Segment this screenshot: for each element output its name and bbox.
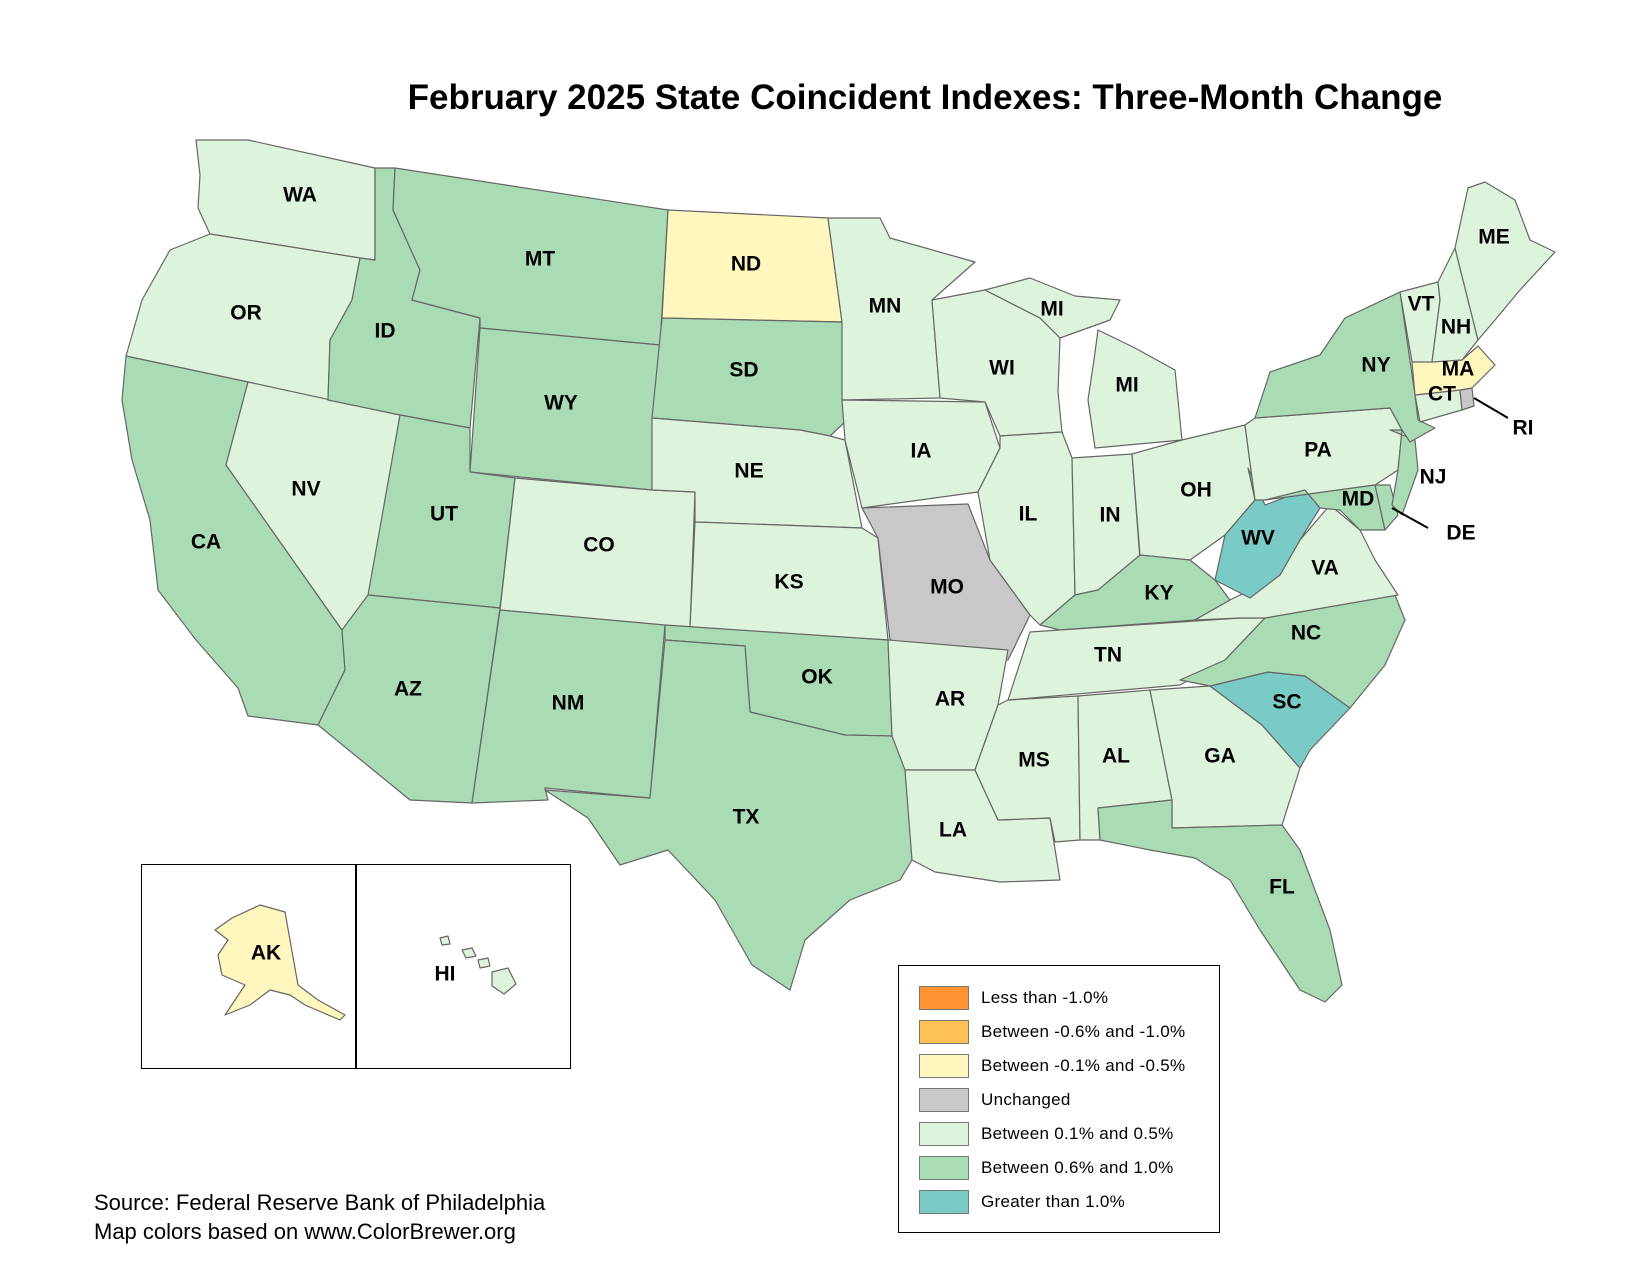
legend-swatch [919,986,969,1010]
state-label-la: LA [939,819,967,842]
state-tx[interactable] [544,639,913,991]
state-label-ut: UT [430,503,458,526]
legend-label: Greater than 1.0% [981,1192,1126,1211]
state-label-de: DE [1446,522,1475,545]
legend-swatch [919,1020,969,1044]
state-label-nj: NJ [1420,466,1447,489]
state-label-ca: CA [191,531,221,554]
state-label-il: IL [1019,503,1038,526]
state-label-sc: SC [1272,691,1301,714]
state-label-wy: WY [544,392,578,415]
legend-item: Between 0.1% and 0.5% [919,1121,1174,1147]
state-label-tn: TN [1094,644,1122,667]
state-label-ak: AK [251,942,281,965]
state-label-id: ID [375,320,396,343]
state-label-nd: ND [731,253,761,276]
state-label-ga: GA [1204,745,1236,768]
state-label-mi: MI [1115,374,1138,397]
state-label-hi: HI [435,963,456,986]
source-line: Source: Federal Reserve Bank of Philadel… [94,1190,546,1215]
state-label-ne: NE [734,460,763,483]
state-label-nv: NV [291,478,320,501]
alaska-hawaii-inset-frame [141,864,571,1069]
state-label-fl: FL [1269,876,1295,899]
legend-swatch [919,1190,969,1214]
state-label-wa: WA [283,184,317,207]
state-label-mi-up: MI [1040,298,1063,321]
map-legend: Less than -1.0% Between -0.6% and -1.0% Be… [898,965,1220,1233]
state-label-ny: NY [1361,354,1390,377]
map-title: February 2025 State Coincident Indexes: … [407,78,1443,117]
source-note: Source: Federal Reserve Bank of Philadel… [94,1188,545,1246]
state-ma[interactable] [1411,345,1496,396]
de-leader-line [1391,507,1429,529]
state-label-ct: CT [1428,383,1456,406]
legend-label: Unchanged [981,1090,1071,1109]
state-label-ma: MA [1442,358,1475,381]
state-label-ar: AR [935,688,965,711]
state-mo[interactable] [861,503,1031,661]
state-label-ok: OK [801,666,833,689]
state-ks[interactable] [689,521,889,641]
state-de[interactable] [1374,484,1399,531]
colorbrewer-line: Map colors based on www.ColorBrewer.org [94,1219,516,1244]
legend-item: Greater than 1.0% [919,1189,1125,1215]
state-label-pa: PA [1304,439,1332,462]
legend-label: Less than -1.0% [981,988,1109,1007]
state-ny[interactable] [1254,291,1436,443]
ri-leader-line [1473,397,1509,419]
state-label-or: OR [230,302,262,325]
state-label-me: ME [1478,226,1510,249]
state-label-wi: WI [989,357,1015,380]
state-label-md: MD [1342,488,1375,511]
state-label-nh: NH [1441,316,1471,339]
state-ak[interactable] [214,904,346,1021]
legend-label: Between 0.6% and 1.0% [981,1158,1174,1177]
state-label-ky: KY [1144,582,1173,605]
state-label-va: VA [1311,557,1339,580]
inset-divider [355,865,357,1068]
legend-item: Between -0.1% and -0.5% [919,1053,1185,1079]
legend-label: Between -0.6% and -1.0% [981,1022,1186,1041]
legend-label: Between -0.1% and -0.5% [981,1056,1186,1075]
state-label-co: CO [583,534,615,557]
legend-item: Between -0.6% and -1.0% [919,1019,1185,1045]
state-label-ri: RI [1513,417,1534,440]
state-label-oh: OH [1180,479,1212,502]
state-label-in: IN [1100,504,1121,527]
state-label-az: AZ [394,678,422,701]
state-mi-upper[interactable] [984,277,1121,339]
state-co[interactable] [499,477,696,629]
state-label-nm: NM [552,692,585,715]
state-label-vt: VT [1408,293,1435,316]
legend-item: Unchanged [919,1087,1071,1113]
legend-label: Between 0.1% and 0.5% [981,1124,1174,1143]
state-label-ia: IA [911,440,932,463]
legend-item: Between 0.6% and 1.0% [919,1155,1174,1181]
state-mi-lower[interactable] [1087,329,1183,449]
state-nc[interactable] [1179,594,1406,709]
state-label-mo: MO [930,576,964,599]
state-ky[interactable] [1039,554,1231,631]
state-hi[interactable] [439,935,517,995]
state-label-al: AL [1102,745,1130,768]
state-fl[interactable] [1097,799,1343,1003]
state-label-tx: TX [733,806,760,829]
state-label-mn: MN [869,295,902,318]
state-label-ms: MS [1018,749,1050,772]
legend-item: Less than -1.0% [919,985,1108,1011]
state-label-ks: KS [774,571,803,594]
legend-swatch [919,1054,969,1078]
state-me[interactable] [1454,181,1556,341]
state-ri[interactable] [1459,387,1475,411]
legend-swatch [919,1088,969,1112]
state-label-mt: MT [525,248,555,271]
state-label-wv: WV [1241,527,1275,550]
legend-swatch [919,1156,969,1180]
state-label-sd: SD [729,359,758,382]
state-il[interactable] [977,431,1076,626]
state-label-nc: NC [1291,622,1321,645]
legend-swatch [919,1122,969,1146]
